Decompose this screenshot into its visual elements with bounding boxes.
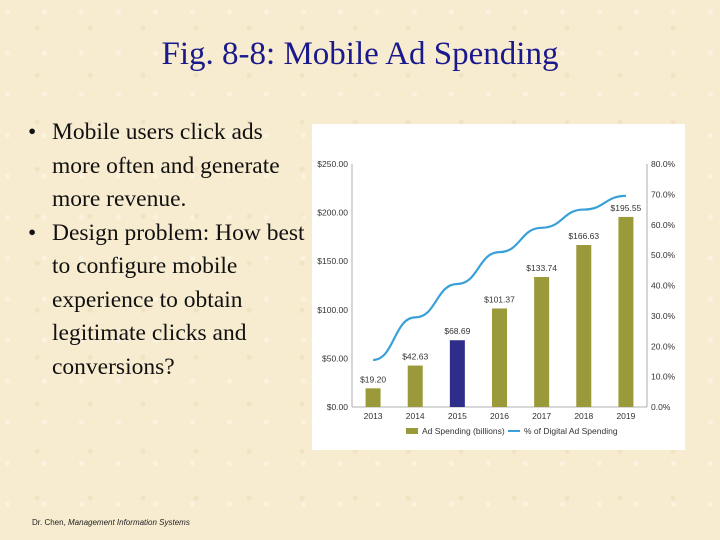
bar-data-label: $42.63 xyxy=(402,352,428,362)
y-right-tick-label: 50.0% xyxy=(651,250,676,260)
y-left-tick-label: $0.00 xyxy=(327,402,349,412)
y-left-tick-label: $250.00 xyxy=(317,159,348,169)
y-right-tick-label: 60.0% xyxy=(651,220,676,230)
legend-label-percent: % of Digital Ad Spending xyxy=(524,426,618,436)
y-right-tick-label: 40.0% xyxy=(651,281,676,291)
footer-course: Management Information Systems xyxy=(68,518,190,527)
bullet-list: • Mobile users click ads more often and … xyxy=(28,116,313,384)
legend-label-ad-spending: Ad Spending (billions) xyxy=(422,426,505,436)
y-left-tick-label: $150.00 xyxy=(317,256,348,266)
y-right-tick-label: 0.0% xyxy=(651,402,671,412)
y-right-tick-label: 30.0% xyxy=(651,311,676,321)
bullet-text-mobile-users: Mobile users click ads more often and ge… xyxy=(52,119,280,212)
x-tick-label: 2016 xyxy=(490,411,509,421)
x-tick-label: 2018 xyxy=(574,411,593,421)
bar-data-label: $19.20 xyxy=(360,374,386,384)
bar-data-label: $195.55 xyxy=(611,203,642,213)
y-right-tick-label: 80.0% xyxy=(651,159,676,169)
y-right-tick-label: 10.0% xyxy=(651,372,676,382)
bar xyxy=(534,277,550,407)
percent-line xyxy=(372,194,626,362)
bullet-item: • Mobile users click ads more often and … xyxy=(28,116,313,217)
mobile-ad-spending-chart: $0.00 $50.00 $100.00 $150.00 $200.00 $250.00 0… xyxy=(312,124,685,450)
bullet-item: • Design problem: How best to configure … xyxy=(28,217,313,385)
bar xyxy=(618,216,634,407)
y-left-tick-label: $200.00 xyxy=(317,208,348,218)
bullet-marker: • xyxy=(28,119,37,145)
chart-svg: $0.00 $50.00 $100.00 $150.00 $200.00 $250.00 0… xyxy=(317,159,676,436)
bar-data-label: $166.63 xyxy=(568,231,599,241)
y-left-tick-label: $100.00 xyxy=(317,305,348,315)
bullet-text-design-problem: Design problem: How best to configure mo… xyxy=(52,219,305,380)
bar xyxy=(365,388,381,407)
x-tick-label: 2019 xyxy=(616,411,635,421)
bar xyxy=(407,365,423,407)
x-tick-label: 2015 xyxy=(448,411,467,421)
x-tick-label: 2017 xyxy=(532,411,551,421)
y-right-tick-label: 20.0% xyxy=(651,341,676,351)
y-left-tick-label: $50.00 xyxy=(322,353,348,363)
bar xyxy=(576,245,592,407)
legend-swatch-ad-spending xyxy=(406,428,418,434)
bar-data-label: $68.69 xyxy=(444,326,470,336)
bar-data-label: $101.37 xyxy=(484,294,515,304)
bar-data-label: $133.74 xyxy=(526,263,557,273)
bar xyxy=(449,340,465,407)
bullet-marker: • xyxy=(28,219,37,246)
footer: Dr. Chen, Management Information Systems xyxy=(32,518,190,527)
footer-author: Dr. Chen, xyxy=(32,518,69,527)
x-tick-label: 2014 xyxy=(406,411,425,421)
x-tick-label: 2013 xyxy=(364,411,383,421)
y-right-tick-label: 70.0% xyxy=(651,189,676,199)
slide-title: Fig. 8-8: Mobile Ad Spending xyxy=(161,36,559,72)
bar xyxy=(492,308,507,407)
